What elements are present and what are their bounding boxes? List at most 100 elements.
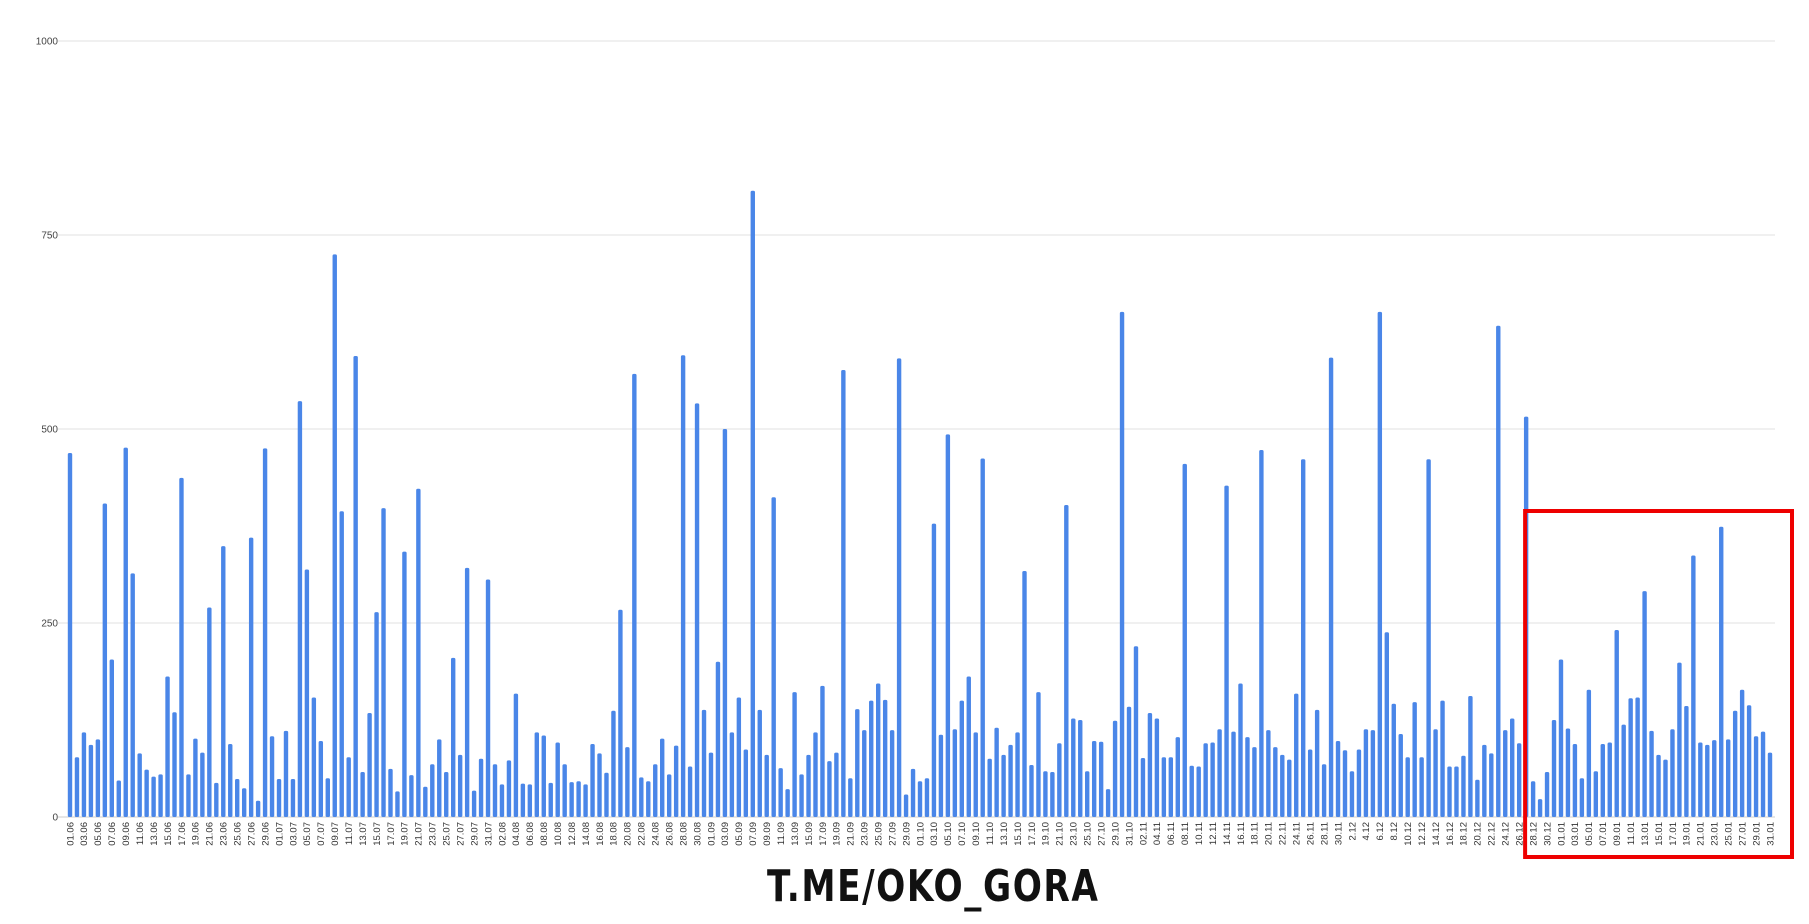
- bar-6.12: [1377, 311, 1383, 817]
- bar-08.09: [757, 709, 762, 817]
- bar-12.07: [353, 356, 358, 817]
- bar-11.09: [778, 768, 783, 817]
- x-tick-label: 05.06: [93, 822, 104, 846]
- bar-24.11: [1294, 693, 1299, 817]
- bar-04.10: [938, 734, 944, 817]
- bar-07.12: [1384, 632, 1390, 817]
- bar-06.10: [952, 729, 958, 817]
- bar-14.09: [799, 774, 804, 817]
- bar-10.09: [771, 497, 776, 817]
- x-tick-label: 21.07: [414, 822, 425, 846]
- bar-28.06: [255, 800, 261, 817]
- bar-23.07: [430, 764, 435, 817]
- x-tick-label: 11.10: [985, 822, 996, 845]
- bar-24.10: [1078, 720, 1083, 817]
- x-tick-label: 09.10: [971, 822, 982, 846]
- bar-03.10: [931, 523, 937, 817]
- y-tick-label: 250: [41, 619, 58, 630]
- bar-27.11: [1314, 709, 1320, 817]
- bar-02.11: [1140, 758, 1146, 817]
- bar-09.09: [764, 754, 769, 817]
- x-tick-label: 17.01: [1668, 822, 1679, 846]
- bar-08.10: [966, 676, 971, 817]
- x-tick-label: 24.11: [1292, 822, 1303, 845]
- x-tick-label: 26.08: [664, 822, 675, 846]
- x-tick-label: 19.07: [400, 822, 411, 846]
- bar-27.10: [1098, 741, 1104, 817]
- x-tick-label: 12.11: [1208, 822, 1219, 845]
- bar-06.08: [527, 784, 533, 817]
- bar-29.09: [903, 794, 909, 817]
- bar-23.08: [646, 781, 651, 817]
- x-tick-label: 19.01: [1682, 822, 1693, 846]
- bar-04.08: [513, 693, 519, 817]
- bar-13.11: [1217, 729, 1222, 817]
- bar-04.06: [88, 744, 94, 817]
- bar-17.10: [1029, 765, 1034, 817]
- bar-22.08: [639, 777, 644, 817]
- bar-28.11: [1321, 764, 1327, 817]
- x-tick-label: 11.09: [776, 822, 787, 845]
- x-tick-label: 13.10: [999, 822, 1010, 846]
- bar-18.10: [1036, 692, 1041, 817]
- x-tick-label: 17.10: [1027, 822, 1038, 846]
- bar-08.11: [1182, 463, 1187, 817]
- x-tick-label: 13.01: [1640, 822, 1651, 846]
- bar-13.06: [151, 776, 156, 817]
- x-tick-label: 13.06: [149, 822, 160, 846]
- bar-8.12: [1391, 703, 1396, 817]
- x-tick-label: 22.08: [637, 822, 648, 846]
- bar-01.06: [67, 453, 73, 817]
- x-tick-label: 22.11: [1278, 822, 1289, 845]
- x-tick-label: 05.01: [1584, 822, 1595, 846]
- bar-25.11: [1300, 459, 1306, 817]
- bar-25.09: [875, 683, 881, 817]
- bar-22.10: [1064, 505, 1069, 817]
- bar-18.07: [395, 791, 400, 817]
- bar-11.01: [1628, 698, 1633, 817]
- bar-07.11: [1175, 737, 1180, 817]
- bar-28.10: [1105, 789, 1111, 817]
- bar-24.06: [228, 744, 233, 817]
- x-tick-label: 20.08: [623, 822, 634, 846]
- x-tick-label: 25.10: [1083, 822, 1094, 846]
- x-tick-label: 21.09: [846, 822, 857, 846]
- y-tick-label: 0: [52, 813, 58, 824]
- x-tick-label: 05.07: [302, 822, 313, 846]
- bar-19.12: [1468, 695, 1473, 817]
- bar-23.06: [221, 546, 226, 817]
- bar-16.12: [1447, 766, 1452, 817]
- x-tick-label: 10.08: [553, 822, 564, 846]
- bar-16.11: [1238, 683, 1243, 817]
- x-tick-label: 11.07: [344, 822, 355, 845]
- bar-20.08: [625, 747, 630, 817]
- bar-12.06: [144, 769, 149, 817]
- x-tick-label: 05.09: [734, 822, 745, 846]
- bar-21.06: [207, 607, 212, 817]
- bar-25.08: [660, 738, 665, 817]
- x-tick-label: 29.01: [1751, 822, 1762, 846]
- x-tick-label: 19.10: [1041, 822, 1052, 846]
- x-tick-label: 01.01: [1556, 822, 1567, 846]
- bar-17.11: [1245, 737, 1250, 817]
- bar-08.06: [116, 780, 121, 817]
- bar-14.06: [158, 774, 163, 817]
- x-axis-labels: 01.06 03.06 05.06 07.06 09.06 11.06 13.06 15.06…: [65, 822, 1776, 846]
- bar-16.10: [1022, 571, 1027, 817]
- bar-20.06: [200, 752, 205, 817]
- x-tick-label: 01.06: [65, 822, 76, 846]
- bar-28.09: [896, 358, 902, 817]
- x-tick-label: 23.07: [428, 822, 439, 846]
- bar-12.11: [1210, 742, 1215, 817]
- x-tick-label: 13.09: [790, 822, 801, 846]
- x-tick-label: 11.06: [135, 822, 146, 845]
- bar-17.07: [388, 768, 393, 817]
- bar-21.08: [632, 373, 637, 817]
- bar-12.09: [785, 789, 790, 817]
- x-tick-label: 31.07: [483, 822, 494, 846]
- x-tick-label: 07.10: [957, 822, 968, 846]
- bar-23.10: [1071, 718, 1076, 817]
- x-tick-label: 13.07: [358, 822, 369, 846]
- bar-12.10: [994, 727, 999, 817]
